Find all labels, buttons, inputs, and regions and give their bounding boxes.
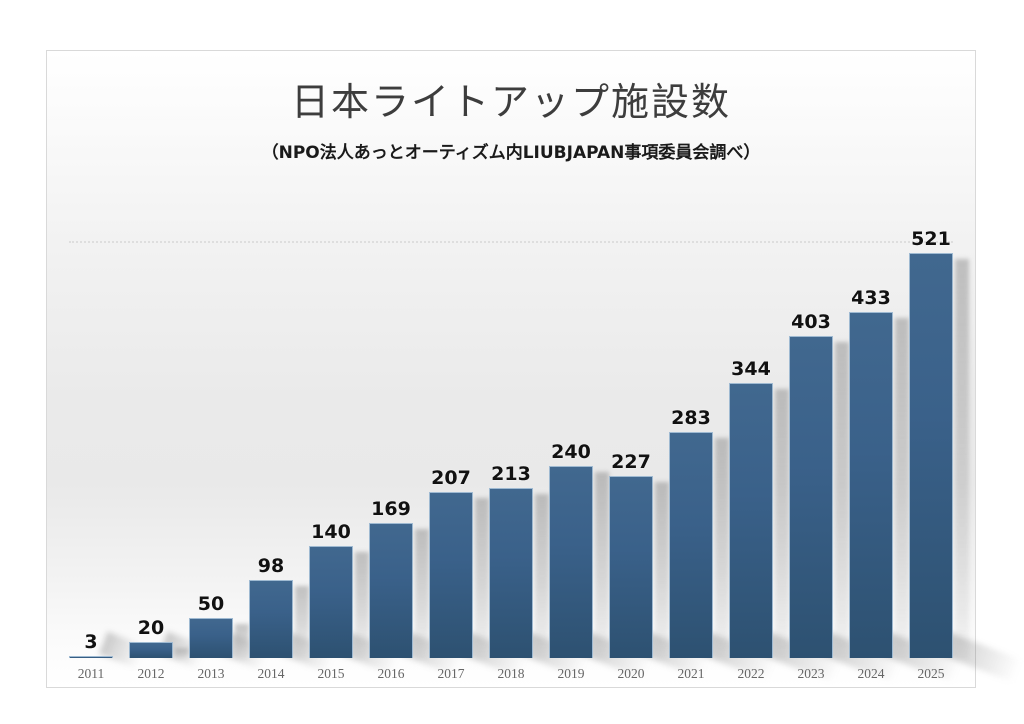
bar-value-label: 213 xyxy=(491,462,531,485)
bar-value-label: 227 xyxy=(611,451,651,474)
bar-column: 283 xyxy=(661,228,777,681)
bar-value-label: 521 xyxy=(911,228,951,250)
bar-column: 213 xyxy=(481,228,589,678)
x-tick-label: 2024 xyxy=(841,666,901,682)
bar xyxy=(309,546,353,658)
chart-card: 日本ライトアップ施設数 （NPO法人あっとオーティズム内LIUBJAPAN事項委… xyxy=(46,50,1023,688)
bar-value-label: 50 xyxy=(197,593,225,615)
bar-value-label: 140 xyxy=(311,521,351,543)
bar xyxy=(69,655,113,658)
x-tick-label: 2023 xyxy=(781,666,841,682)
bar-column: 240 xyxy=(541,228,652,679)
x-tick-label: 2020 xyxy=(601,666,661,682)
bar-value-label: 240 xyxy=(551,441,591,463)
bar-column: 227 xyxy=(601,228,711,679)
bar xyxy=(609,476,653,658)
bar-value-label: 433 xyxy=(851,286,891,309)
bar-value-label: 98 xyxy=(257,554,285,577)
x-tick-label: 2019 xyxy=(541,666,601,682)
bar-column: 50 xyxy=(181,228,271,671)
bar-column: 344 xyxy=(721,228,843,683)
bar xyxy=(909,253,953,658)
bar xyxy=(249,579,293,658)
bar-value-label: 20 xyxy=(137,617,165,639)
bar-column: 207 xyxy=(421,228,529,678)
x-tick-label: 2014 xyxy=(257,666,285,681)
bar-value-label: 169 xyxy=(371,497,411,520)
x-tick-label: 2018 xyxy=(481,666,541,682)
bar xyxy=(789,335,833,658)
bar-value-label: 3 xyxy=(84,630,98,653)
x-tick-label: 2025 xyxy=(901,666,961,682)
bar-column: 3 xyxy=(61,228,146,669)
bar-column: 169 xyxy=(361,228,464,676)
chart-title: 日本ライトアップ施設数 xyxy=(290,80,731,124)
bar xyxy=(669,431,713,658)
x-tick-label: 2016 xyxy=(361,666,421,682)
bar xyxy=(429,492,473,658)
bar xyxy=(489,487,533,658)
x-tick-label: 2017 xyxy=(421,666,481,682)
bar-column: 140 xyxy=(301,228,401,675)
chart-subtitle: （NPO法人あっとオーティズム内LIUBJAPAN事項委員会調べ） xyxy=(261,143,761,163)
x-axis: 2011 2012 2013 2014 2015 20162017201820192020… xyxy=(61,666,961,682)
bar-column: 98 xyxy=(241,228,336,673)
x-tick-label: 2012 xyxy=(137,666,165,681)
bar-column: 433 xyxy=(841,228,963,683)
plot-area: 3 20 50 98 140 169 207 213 240 227 283 344 403 433 521 xyxy=(61,228,1023,683)
bar-column: 20 xyxy=(121,228,208,670)
x-tick-label: 2011 xyxy=(77,666,105,681)
bar xyxy=(369,522,413,658)
bar-value-label: 283 xyxy=(671,406,711,429)
bar-column: 403 xyxy=(781,228,903,683)
bar xyxy=(129,642,173,658)
bar-value-label: 207 xyxy=(431,467,471,490)
x-tick-label: 2015 xyxy=(317,666,345,681)
gridline xyxy=(69,241,953,243)
bar-value-label: 344 xyxy=(731,357,771,380)
bar xyxy=(849,311,893,658)
bar xyxy=(549,466,593,658)
bar-column: 521 xyxy=(901,228,1023,683)
bar xyxy=(189,618,233,658)
x-tick-label: 2021 xyxy=(661,666,721,682)
bar-value-label: 403 xyxy=(791,310,831,333)
x-tick-label: 2022 xyxy=(721,666,781,682)
bar xyxy=(729,382,773,658)
x-tick-label: 2013 xyxy=(197,666,225,681)
